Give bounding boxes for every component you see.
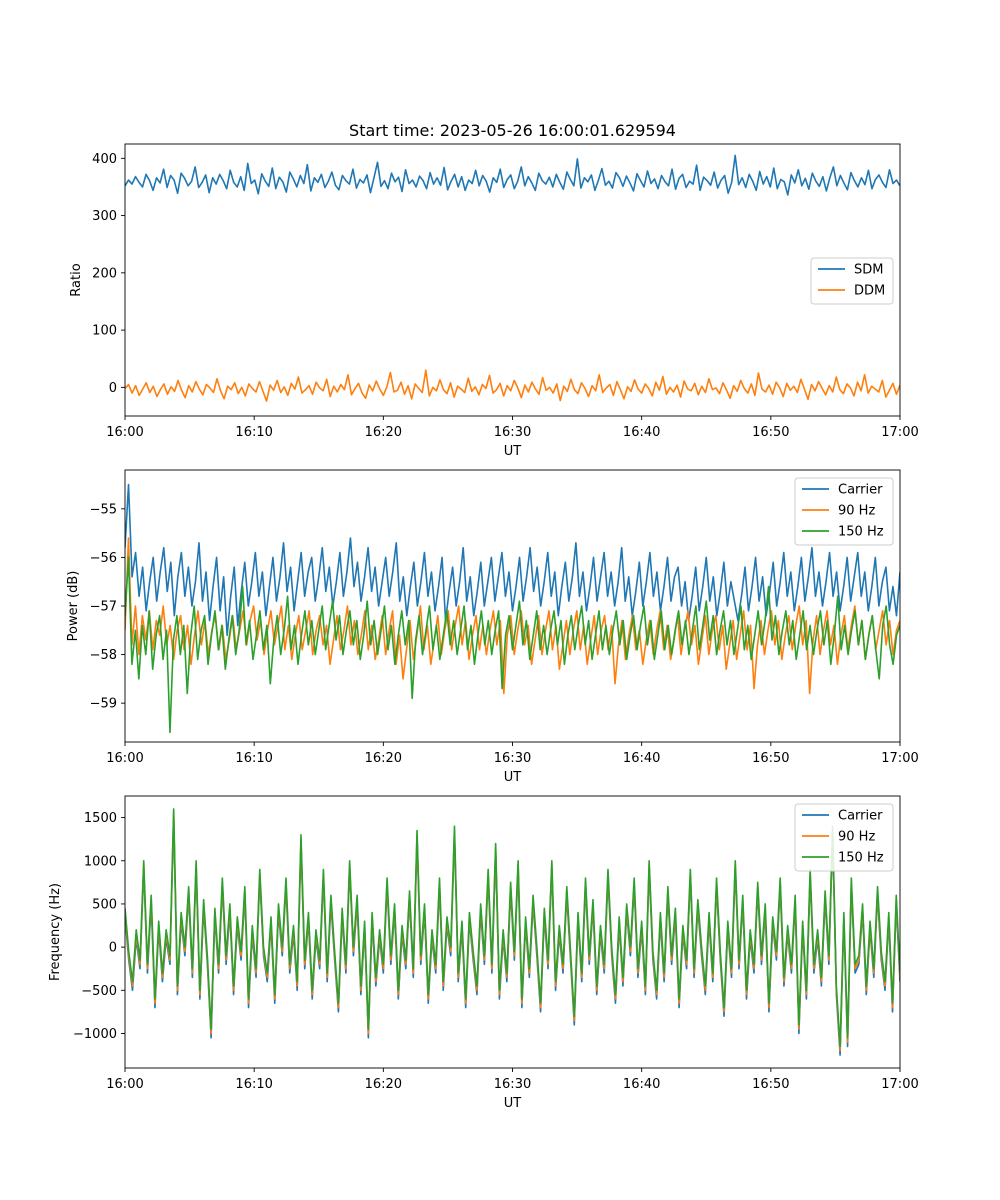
chart-ratio: 16:00 16:10 16:20 16:30 16:40 16:50 17:00 0 100 2… xyxy=(69,143,919,459)
legend-label-150-hz: 150 Hz xyxy=(838,525,884,540)
y-tick-label: −55 xyxy=(90,502,117,517)
series-line-150-hz xyxy=(125,556,900,734)
legend-box xyxy=(794,803,894,872)
y-tick-label: 0 xyxy=(109,941,117,956)
y-tick-label: −58 xyxy=(90,648,117,663)
y-tick-label: 400 xyxy=(92,152,117,167)
series-line-ddm xyxy=(125,369,900,402)
legend-label-90-hz: 90 Hz xyxy=(838,830,875,845)
x-tick-label: 16:20 xyxy=(365,751,402,766)
y-axis-label: Power (dB) xyxy=(66,571,81,642)
y-tick-label: −57 xyxy=(90,600,117,615)
series-line-90-hz xyxy=(125,812,900,1052)
x-tick-label: 17:00 xyxy=(881,425,918,440)
legend-label-carrier: Carrier xyxy=(838,809,883,824)
x-tick-label: 17:00 xyxy=(881,1077,918,1092)
x-tick-label: 16:00 xyxy=(106,425,143,440)
y-tick-label: −500 xyxy=(81,984,117,999)
legend-label-ddm: DDM xyxy=(854,284,885,299)
x-tick-label: 16:20 xyxy=(365,425,402,440)
y-tick-label: −59 xyxy=(90,697,117,712)
series-line-150-hz xyxy=(125,808,900,1048)
x-tick-label: 16:40 xyxy=(623,1077,660,1092)
x-tick-label: 16:10 xyxy=(235,751,272,766)
figure-title: Start time: 2023-05-26 16:00:01.629594 xyxy=(349,121,676,140)
x-tick-label: 16:30 xyxy=(494,751,531,766)
x-tick-label: 16:30 xyxy=(494,1077,531,1092)
y-tick-label: 0 xyxy=(109,381,117,396)
series-line-carrier xyxy=(125,483,900,636)
x-axis-label: UT xyxy=(504,444,522,459)
x-axis-label: UT xyxy=(504,1096,522,1111)
legend: Carrier 90 Hz 150 Hz xyxy=(794,803,894,872)
legend-box xyxy=(794,477,894,546)
legend-label-sdm: SDM xyxy=(854,263,883,278)
series-line-sdm xyxy=(125,154,900,196)
chart-power: 16:00 16:10 16:20 16:30 16:40 16:50 17:00 −55 −5… xyxy=(66,469,919,785)
legend-label-carrier: Carrier xyxy=(838,483,883,498)
x-tick-label: 16:30 xyxy=(494,425,531,440)
legend-label-90-hz: 90 Hz xyxy=(838,504,875,519)
x-axis-label: UT xyxy=(504,770,522,785)
y-tick-label: 300 xyxy=(92,209,117,224)
x-tick-label: 16:10 xyxy=(235,1077,272,1092)
x-tick-label: 16:00 xyxy=(106,751,143,766)
x-tick-label: 16:20 xyxy=(365,1077,402,1092)
y-tick-label: 1500 xyxy=(84,811,117,826)
x-tick-label: 16:50 xyxy=(752,425,789,440)
y-axis-label: Frequency (Hz) xyxy=(48,883,63,981)
y-tick-label: 500 xyxy=(92,897,117,912)
legend: SDM DDM xyxy=(810,257,894,305)
chart-frequency: 16:00 16:10 16:20 16:30 16:40 16:50 17:00 1500 1… xyxy=(48,795,919,1111)
x-tick-label: 17:00 xyxy=(881,751,918,766)
x-tick-label: 16:50 xyxy=(752,1077,789,1092)
y-tick-label: 1000 xyxy=(84,854,117,869)
legend: Carrier 90 Hz 150 Hz xyxy=(794,477,894,546)
x-tick-label: 16:40 xyxy=(623,751,660,766)
y-tick-label: 200 xyxy=(92,266,117,281)
x-tick-label: 16:40 xyxy=(623,425,660,440)
y-tick-label: 100 xyxy=(92,324,117,339)
y-tick-label: −56 xyxy=(90,551,117,566)
legend-label-150-hz: 150 Hz xyxy=(838,851,884,866)
y-tick-label: −1000 xyxy=(73,1027,117,1042)
y-axis-label: Ratio xyxy=(69,263,84,296)
x-tick-label: 16:50 xyxy=(752,751,789,766)
x-tick-label: 16:00 xyxy=(106,1077,143,1092)
x-tick-label: 16:10 xyxy=(235,425,272,440)
